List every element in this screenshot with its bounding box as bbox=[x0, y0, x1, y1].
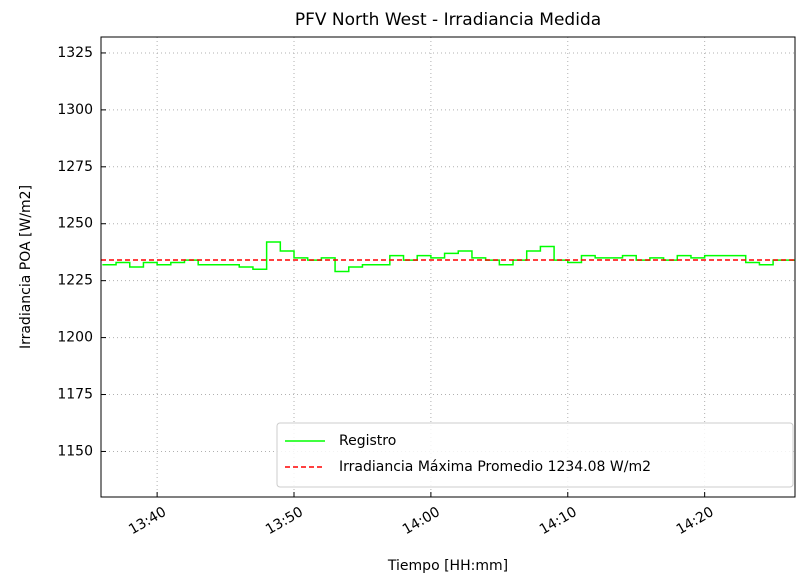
x-axis-label: Tiempo [HH:mm] bbox=[387, 558, 508, 574]
series-line bbox=[102, 241, 795, 273]
y-tick-label: 1300 bbox=[57, 102, 93, 118]
y-tick-label: 1275 bbox=[57, 159, 93, 175]
y-tick-label: 1175 bbox=[57, 387, 93, 403]
plot-frame bbox=[100, 36, 796, 498]
x-tick-label: 14:10 bbox=[537, 504, 580, 538]
y-tick-label: 1250 bbox=[57, 216, 93, 232]
x-tick-label: 14:00 bbox=[400, 504, 443, 538]
y-tick-label: 1150 bbox=[57, 443, 93, 459]
x-tick-label: 13:40 bbox=[126, 504, 169, 538]
legend-box bbox=[276, 422, 794, 488]
chart-title: PFV North West - Irradiancia Medida bbox=[295, 10, 601, 30]
x-tick-label: 13:50 bbox=[263, 504, 306, 538]
y-axis-label: Irradiancia POA [W/m2] bbox=[18, 185, 34, 349]
x-tick-label: 14:20 bbox=[674, 504, 717, 538]
y-tick-label: 1325 bbox=[57, 45, 93, 61]
legend-label: Irradiancia Máxima Promedio 1234.08 W/m2 bbox=[339, 459, 651, 475]
y-tick-label: 1200 bbox=[57, 330, 93, 346]
y-tick-label: 1225 bbox=[57, 273, 93, 289]
legend-label: Registro bbox=[339, 433, 396, 449]
